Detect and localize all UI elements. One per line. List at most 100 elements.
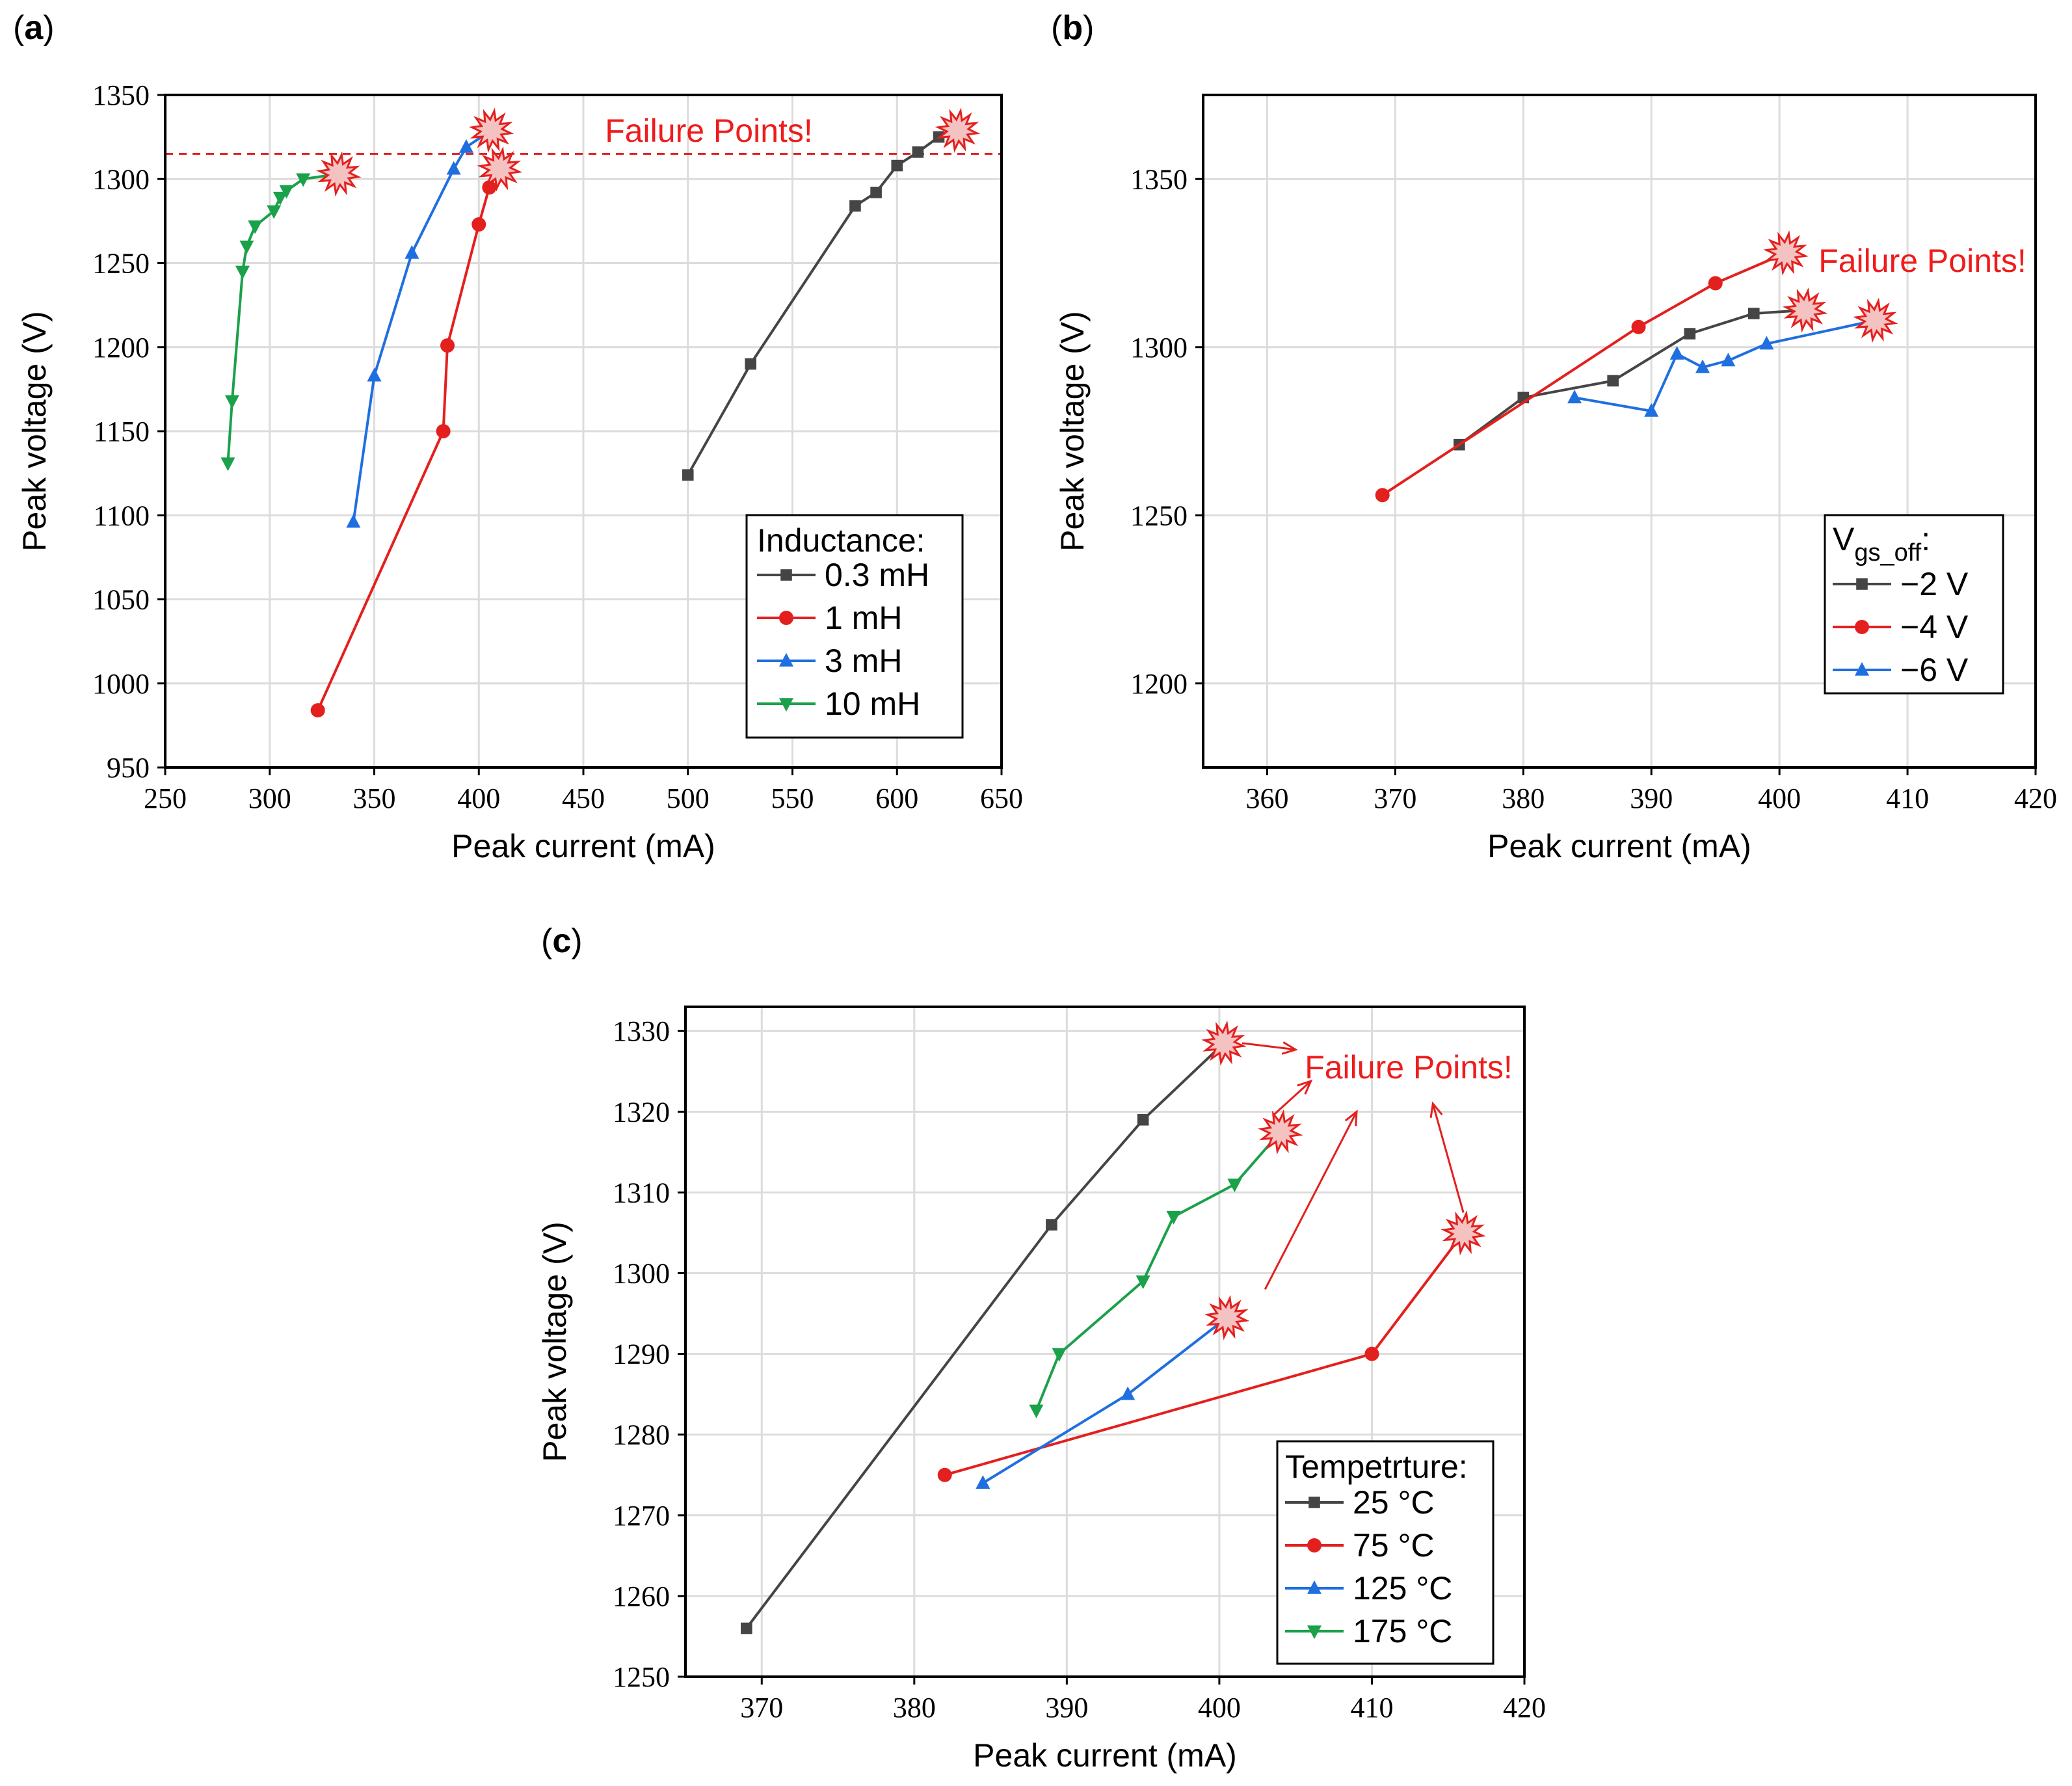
- x-tick-label: 360: [1245, 782, 1288, 814]
- legend-label: 125 °C: [1353, 1570, 1452, 1606]
- y-tick-label: 1100: [94, 500, 150, 531]
- legend-label: 75 °C: [1353, 1527, 1435, 1564]
- panel-b-xlabel: Peak current (mA): [1487, 828, 1751, 864]
- panel-c-letter: c: [552, 922, 571, 960]
- data-point-10 mH-1: [225, 395, 239, 409]
- data-point-175 °C-3: [1167, 1211, 1181, 1225]
- legend-marker-25 °C: [1308, 1497, 1320, 1508]
- x-tick-label: 400: [1198, 1692, 1241, 1724]
- failure-star-icon: [1766, 233, 1805, 272]
- panel-a-legend: Inductance: 0.3 mH 1 mH 3 mH 10 mH: [747, 515, 963, 738]
- data-point-1 mH-2: [440, 338, 455, 353]
- data-point-0.3 mH-4: [891, 160, 903, 172]
- data-point-125 °C-1: [1121, 1387, 1135, 1400]
- y-tick-label: 1200: [1130, 668, 1188, 700]
- legend-title-main: V: [1833, 521, 1855, 557]
- y-tick-label: 1300: [1130, 332, 1188, 364]
- series-line-1 mH: [318, 169, 500, 710]
- y-tick-label: 950: [107, 752, 150, 784]
- y-tick-label: 1150: [94, 416, 150, 447]
- panel-a-legend-title: Inductance:: [757, 522, 925, 559]
- data-point-25 °C-1: [1046, 1219, 1057, 1231]
- panel-c-legend: Tempetrture: 25 °C 75 °C 125 °C 175 °C: [1277, 1441, 1493, 1664]
- y-tick-label: 1290: [613, 1339, 670, 1370]
- data-point-10 mH-3: [239, 241, 254, 254]
- data-point-175 °C-1: [1052, 1348, 1067, 1362]
- panel-a-xlabel: Peak current (mA): [451, 828, 715, 864]
- data-point-25 °C-2: [1137, 1114, 1149, 1126]
- failure-arrow-3: [1431, 1104, 1463, 1213]
- data-point-10 mH-0: [220, 457, 235, 471]
- legend-label: 25 °C: [1353, 1484, 1435, 1521]
- data-point-175 °C-0: [1029, 1405, 1043, 1419]
- y-tick-label: 1280: [613, 1419, 670, 1451]
- panel-c-label: (c): [541, 922, 583, 960]
- legend-label: 3 mH: [825, 643, 902, 679]
- series-line-125 °C: [983, 1318, 1227, 1483]
- series-line-25 °C: [747, 1043, 1224, 1629]
- legend-marker-1 mH: [779, 611, 793, 625]
- legend-label: −2 V: [1900, 566, 1969, 602]
- data-point-−4 V-0: [1375, 488, 1390, 502]
- data-point-−6 V-0: [1567, 390, 1582, 403]
- panel-b-failure-label: Failure Points!: [1818, 243, 2026, 279]
- data-point-3 mH-4: [459, 139, 473, 153]
- legend-label: 175 °C: [1353, 1613, 1452, 1649]
- y-tick-label: 1300: [92, 163, 150, 195]
- panel-a-failure-label: Failure Points!: [605, 113, 813, 149]
- y-tick-label: 1050: [92, 584, 150, 616]
- failure-star-icon: [1208, 1298, 1246, 1337]
- panel-b-legend: Vgs_off: −2 V −4 V −6 V: [1825, 515, 2003, 693]
- y-tick-label: 1350: [1130, 163, 1188, 195]
- legend-label: 10 mH: [825, 686, 920, 722]
- panel-b-label: (b): [1051, 9, 1094, 47]
- failure-arrow-0: [1242, 1042, 1295, 1054]
- figure: (a) 250 300 350 400 450 500 550 600 650950100010…: [0, 0, 2072, 1786]
- x-tick-label: 410: [1886, 782, 1929, 814]
- x-tick-label: 410: [1350, 1692, 1393, 1724]
- data-point-3 mH-3: [447, 161, 461, 175]
- x-tick-label: 300: [248, 782, 291, 814]
- data-point-10 mH-2: [235, 266, 250, 280]
- legend-label: 1 mH: [825, 600, 902, 636]
- failure-star-icon: [1444, 1214, 1483, 1252]
- panel-b-letter: b: [1062, 9, 1083, 47]
- data-point-−4 V-1: [1632, 320, 1646, 334]
- panel-b-series: [1375, 233, 1895, 502]
- y-tick-label: 1310: [613, 1177, 670, 1208]
- panel-b: (b) 360 370 380 390 400 410 420 1200 1250 1300 135…: [1051, 9, 2057, 864]
- data-point-−4 V-2: [1708, 276, 1723, 291]
- x-tick-label: 350: [353, 782, 396, 814]
- panel-c-ylabel: Peak voltage (V): [537, 1221, 573, 1462]
- y-tick-label: 1000: [92, 668, 150, 700]
- series-line-0.3 mH: [688, 130, 958, 475]
- panel-a: (a) 250 300 350 400 450 500 550 600 650 950 1000 10…: [13, 9, 1023, 864]
- x-tick-label: 370: [740, 1692, 783, 1724]
- failure-star-icon: [938, 111, 977, 150]
- panel-c: (c) 370 380 390 400 410 420 1250 1260 1270 1280 12…: [537, 922, 1546, 1774]
- x-tick-label: 250: [144, 782, 187, 814]
- data-point-75 °C-1: [1364, 1347, 1379, 1361]
- data-point-−2 V-4: [1748, 308, 1760, 319]
- series-line-10 mH: [228, 174, 338, 464]
- y-tick-label: 1270: [613, 1500, 670, 1532]
- data-point-175 °C-4: [1227, 1179, 1242, 1192]
- legend-marker-−4 V: [1855, 620, 1869, 634]
- x-tick-label: 500: [667, 782, 710, 814]
- panel-a-ylabel: Peak voltage (V): [16, 311, 53, 552]
- panel-b-ylabel: Peak voltage (V): [1054, 311, 1091, 552]
- x-tick-label: 650: [980, 782, 1023, 814]
- legend-marker-0.3 mH: [780, 569, 792, 581]
- x-tick-label: 370: [1374, 782, 1416, 814]
- data-point-0.3 mH-2: [849, 200, 861, 212]
- y-tick-label: 1300: [613, 1258, 670, 1290]
- panel-c-xlabel: Peak current (mA): [973, 1737, 1237, 1774]
- x-tick-label: 400: [457, 782, 500, 814]
- x-tick-label: 420: [2014, 782, 2057, 814]
- panel-b-legend-entries: −2 V −4 V −6 V: [1833, 566, 1969, 688]
- panel-c-legend-title: Tempetrture:: [1285, 1448, 1468, 1485]
- y-tick-label: 1250: [613, 1661, 670, 1693]
- x-tick-label: 380: [893, 1692, 936, 1724]
- y-tick-label: 1320: [613, 1096, 670, 1128]
- x-tick-label: 600: [875, 782, 918, 814]
